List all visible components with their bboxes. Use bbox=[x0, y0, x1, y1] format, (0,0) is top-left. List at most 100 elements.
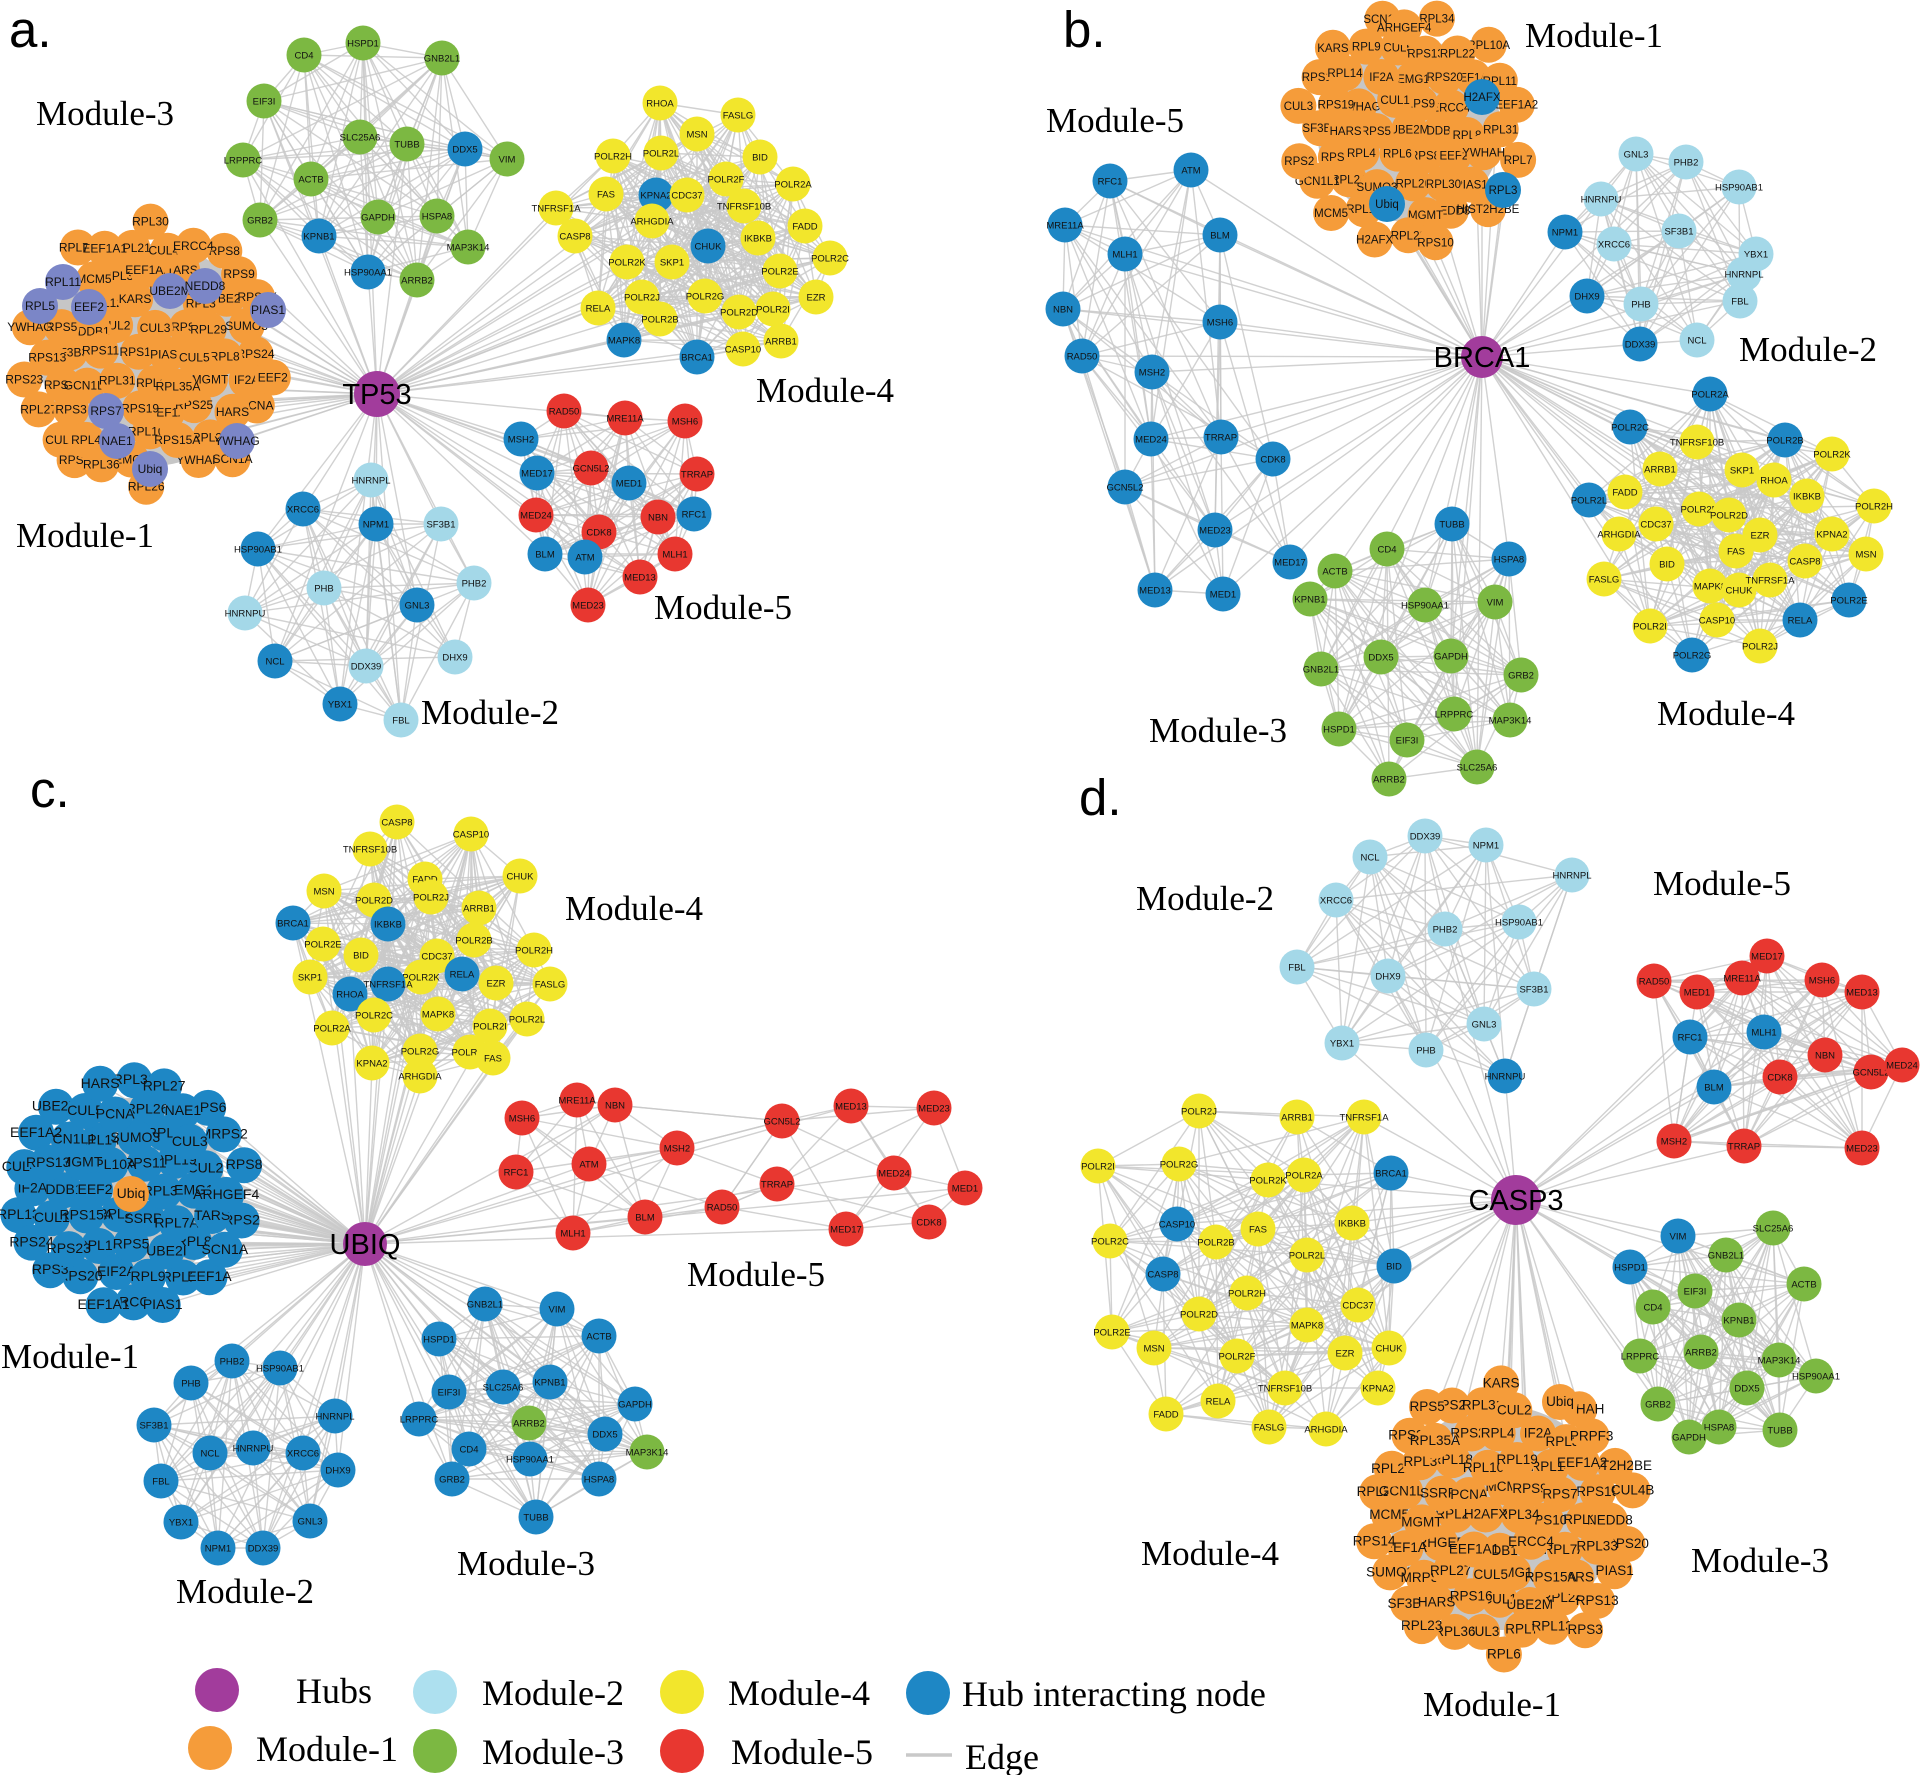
svg-text:EZR: EZR bbox=[807, 293, 826, 304]
svg-text:DHX9: DHX9 bbox=[325, 1466, 350, 1477]
svg-text:RPL7A: RPL7A bbox=[154, 1214, 199, 1230]
svg-text:POLR2K: POLR2K bbox=[1249, 1176, 1287, 1187]
svg-text:ERCC4: ERCC4 bbox=[1508, 1534, 1554, 1549]
svg-text:RPL35A: RPL35A bbox=[156, 380, 201, 394]
svg-text:TRRAP: TRRAP bbox=[1728, 1142, 1760, 1153]
svg-text:CD4: CD4 bbox=[294, 51, 313, 62]
svg-text:BRCA1: BRCA1 bbox=[1375, 1169, 1407, 1180]
svg-text:MED1: MED1 bbox=[1210, 590, 1236, 601]
svg-text:NAE1: NAE1 bbox=[101, 434, 133, 448]
svg-text:RPS3: RPS3 bbox=[55, 403, 87, 417]
svg-text:BID: BID bbox=[752, 153, 768, 164]
svg-text:MAPK8: MAPK8 bbox=[1694, 582, 1726, 593]
svg-text:Module-3: Module-3 bbox=[1691, 1541, 1829, 1580]
svg-text:POLR2K: POLR2K bbox=[1813, 450, 1851, 461]
svg-text:TRRAP: TRRAP bbox=[761, 1180, 793, 1191]
svg-text:HNRNPL: HNRNPL bbox=[315, 1412, 354, 1423]
svg-text:NAE1: NAE1 bbox=[165, 1102, 202, 1118]
svg-text:RPS11: RPS11 bbox=[82, 344, 119, 358]
svg-text:CUL5: CUL5 bbox=[1473, 1567, 1508, 1582]
svg-text:TP53: TP53 bbox=[342, 379, 411, 411]
svg-text:Module-5: Module-5 bbox=[1046, 101, 1184, 140]
svg-text:POLR2D: POLR2D bbox=[720, 308, 758, 319]
svg-text:NBN: NBN bbox=[1053, 305, 1073, 316]
svg-text:TNFRSF1A: TNFRSF1A bbox=[1745, 576, 1795, 587]
svg-text:POLR2C: POLR2C bbox=[811, 254, 849, 265]
svg-text:RELA: RELA bbox=[586, 304, 611, 315]
svg-text:ARRB1: ARRB1 bbox=[1281, 1113, 1313, 1124]
svg-text:RPS15A: RPS15A bbox=[154, 433, 200, 447]
svg-text:GAPDH: GAPDH bbox=[1434, 652, 1468, 663]
svg-text:MSH6: MSH6 bbox=[509, 1114, 535, 1125]
svg-text:RPL31: RPL31 bbox=[99, 374, 136, 388]
svg-text:ARHGDIA: ARHGDIA bbox=[630, 217, 674, 228]
svg-text:MED24: MED24 bbox=[1135, 435, 1167, 446]
svg-text:KPNB1: KPNB1 bbox=[534, 1378, 565, 1389]
svg-text:POLR2G: POLR2G bbox=[686, 292, 725, 303]
svg-text:RPL4: RPL4 bbox=[71, 433, 101, 447]
svg-text:EIF3I: EIF3I bbox=[438, 1388, 461, 1399]
svg-text:RPL3: RPL3 bbox=[1489, 185, 1518, 197]
svg-text:HSPA8: HSPA8 bbox=[422, 212, 452, 223]
svg-text:POLR2I: POLR2I bbox=[1081, 1162, 1115, 1173]
svg-text:VIM: VIM bbox=[499, 155, 516, 166]
svg-text:RPL11: RPL11 bbox=[45, 275, 81, 289]
svg-text:RPL14: RPL14 bbox=[1327, 68, 1363, 80]
svg-text:RFC1: RFC1 bbox=[504, 1168, 529, 1179]
svg-text:MSN: MSN bbox=[1143, 1344, 1164, 1355]
svg-text:DDX39: DDX39 bbox=[1410, 832, 1441, 843]
svg-text:EEF2: EEF2 bbox=[77, 1181, 112, 1197]
svg-text:MED17: MED17 bbox=[521, 469, 553, 480]
svg-text:CHUK: CHUK bbox=[695, 242, 723, 253]
svg-text:CASP8: CASP8 bbox=[1147, 1270, 1178, 1281]
svg-text:UBE2M: UBE2M bbox=[1390, 124, 1430, 136]
svg-text:CD4: CD4 bbox=[1643, 1303, 1662, 1314]
svg-text:ACTB: ACTB bbox=[298, 175, 323, 186]
svg-text:YBX1: YBX1 bbox=[169, 1518, 193, 1529]
svg-text:KARS: KARS bbox=[119, 292, 152, 306]
svg-text:Module-2: Module-2 bbox=[1136, 879, 1274, 918]
svg-text:EZR: EZR bbox=[1751, 531, 1770, 542]
svg-text:Ubiq: Ubiq bbox=[1375, 199, 1399, 211]
svg-text:RPL33: RPL33 bbox=[1577, 1539, 1618, 1554]
svg-text:RPS9: RPS9 bbox=[223, 267, 255, 281]
svg-text:RPS8: RPS8 bbox=[226, 1156, 263, 1172]
svg-text:MED17: MED17 bbox=[1274, 558, 1306, 569]
svg-text:CASP8: CASP8 bbox=[559, 232, 590, 243]
svg-text:UBE2I: UBE2I bbox=[146, 1242, 186, 1258]
svg-text:MED13: MED13 bbox=[835, 1102, 867, 1113]
svg-text:CDK8: CDK8 bbox=[586, 528, 611, 539]
svg-text:PHB: PHB bbox=[314, 584, 334, 595]
svg-text:MAP3K14: MAP3K14 bbox=[626, 1448, 669, 1459]
svg-text:POLR2L: POLR2L bbox=[643, 149, 679, 160]
svg-text:HSPA8: HSPA8 bbox=[584, 1475, 614, 1486]
svg-text:HSPA8: HSPA8 bbox=[1704, 1423, 1734, 1434]
svg-text:EEF1A2: EEF1A2 bbox=[1557, 1455, 1607, 1470]
svg-text:RPL35A: RPL35A bbox=[1410, 1433, 1460, 1448]
svg-text:MED23: MED23 bbox=[918, 1104, 950, 1115]
svg-text:KARS: KARS bbox=[1317, 43, 1349, 55]
svg-text:HNRNPU: HNRNPU bbox=[1485, 1072, 1526, 1083]
svg-text:TNFRSF10B: TNFRSF10B bbox=[717, 202, 771, 213]
svg-text:MED13: MED13 bbox=[1846, 988, 1878, 999]
svg-text:RPL6: RPL6 bbox=[1487, 1647, 1521, 1662]
svg-text:MAP3K14: MAP3K14 bbox=[1758, 1356, 1801, 1367]
svg-text:Module-3: Module-3 bbox=[1149, 711, 1287, 750]
svg-text:CDC37: CDC37 bbox=[1640, 520, 1671, 531]
svg-text:GNB2L1: GNB2L1 bbox=[1708, 1251, 1744, 1262]
svg-text:HSP90AB1: HSP90AB1 bbox=[1495, 918, 1543, 929]
svg-text:MSN: MSN bbox=[1855, 550, 1876, 561]
svg-text:Module-5: Module-5 bbox=[687, 1255, 825, 1294]
svg-text:EEF1A2: EEF1A2 bbox=[10, 1124, 62, 1140]
svg-text:VIM: VIM bbox=[1487, 598, 1504, 609]
svg-text:Ubiq: Ubiq bbox=[117, 1185, 146, 1201]
svg-text:CASP10: CASP10 bbox=[1159, 1220, 1195, 1231]
svg-text:SKP1: SKP1 bbox=[298, 973, 322, 984]
svg-text:GNL3: GNL3 bbox=[1472, 1020, 1497, 1031]
svg-text:EEF1A1: EEF1A1 bbox=[82, 242, 127, 256]
svg-text:POLR2F: POLR2F bbox=[1219, 1352, 1256, 1363]
svg-text:MED1: MED1 bbox=[1684, 988, 1710, 999]
svg-text:RPL4: RPL4 bbox=[1481, 1425, 1515, 1440]
svg-text:RAD50: RAD50 bbox=[707, 1203, 738, 1214]
svg-text:MLH1: MLH1 bbox=[560, 1229, 585, 1240]
